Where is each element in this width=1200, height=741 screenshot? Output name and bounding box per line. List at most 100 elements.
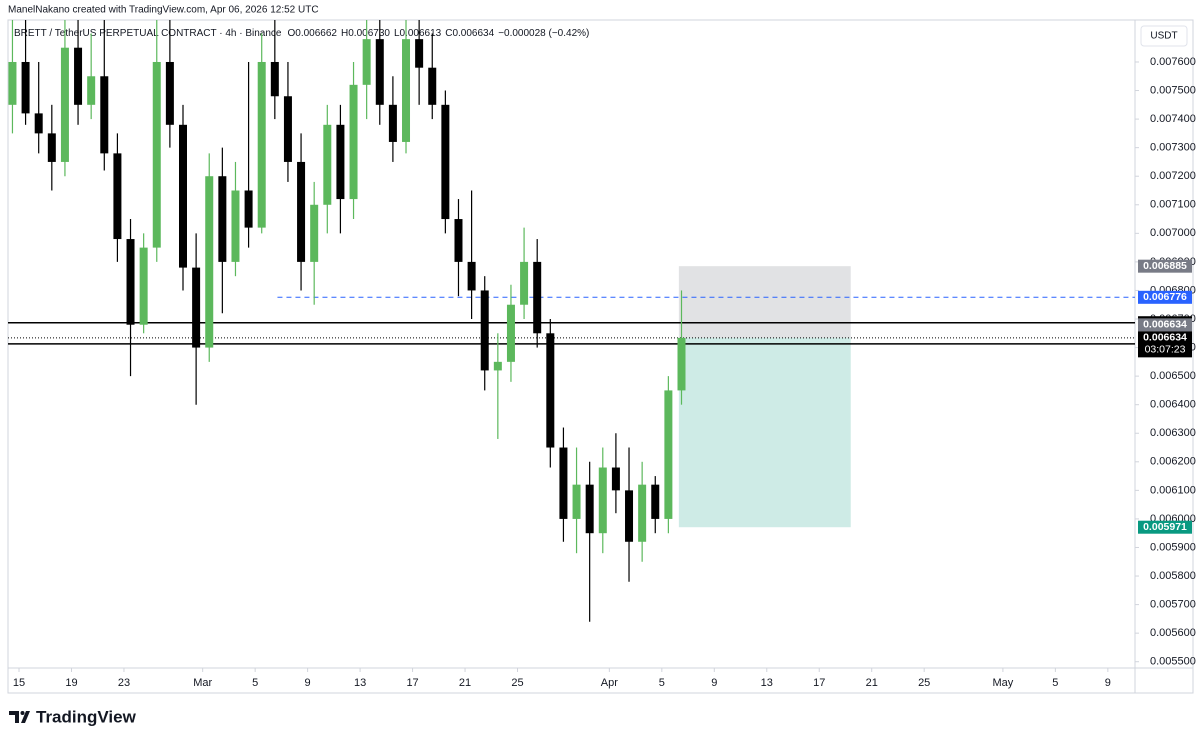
x-tick-label: 19 — [65, 677, 77, 689]
candle-body — [506, 304, 515, 362]
candle-body — [323, 124, 332, 205]
x-tick-label: Apr — [601, 677, 618, 689]
plot-area — [8, 20, 1135, 622]
candle-body — [113, 153, 122, 240]
legend-key: H — [341, 28, 348, 39]
target-price-label-bg — [1138, 520, 1192, 534]
candle-body — [428, 67, 437, 105]
chart-frame — [7, 19, 1194, 694]
candle-body — [231, 190, 240, 262]
y-tick-label: 0.007500 — [1150, 84, 1196, 96]
candle-body — [402, 39, 411, 142]
candle-body — [598, 467, 607, 534]
candle-body — [283, 96, 292, 162]
candle-body — [638, 484, 647, 542]
legend-value: 0.006730 — [348, 28, 390, 39]
candle-body — [625, 490, 634, 542]
y-tick-label: 0.006500 — [1150, 370, 1196, 382]
y-tick-label: 0.006300 — [1150, 427, 1196, 439]
brand-name: TradingView — [36, 707, 137, 726]
y-tick-label: 0.005800 — [1150, 570, 1196, 582]
last-price-label-countdown: 03:07:23 — [1145, 344, 1186, 356]
entry-price-label: 0.006634 — [1143, 319, 1187, 331]
x-tick-label: 21 — [866, 677, 878, 689]
x-tick-label: 9 — [1105, 677, 1111, 689]
y-tick-label: 0.005900 — [1150, 541, 1196, 553]
candle-body — [415, 39, 424, 68]
y-tick-label: 0.007000 — [1150, 227, 1196, 239]
candle-body — [651, 484, 660, 519]
position-risk-zone — [678, 266, 851, 338]
x-tick-label: 5 — [1052, 677, 1058, 689]
candle-body — [21, 61, 30, 114]
candle-body — [388, 104, 397, 142]
legend-value: 0.006613 — [400, 28, 442, 39]
candle-body — [152, 61, 161, 248]
candle-body — [585, 484, 594, 534]
stop-price-label-bg — [1138, 259, 1192, 273]
candle-body — [349, 84, 358, 200]
x-tick-label: May — [993, 677, 1014, 689]
y-tick-label: 0.005700 — [1150, 599, 1196, 611]
x-tick-label: 23 — [118, 677, 130, 689]
x-tick-label: 5 — [252, 677, 258, 689]
candle-body — [297, 161, 306, 262]
last-price-label-bg — [1138, 331, 1192, 358]
candle-body — [520, 261, 529, 305]
legend-key: L — [394, 28, 400, 39]
candle-body — [205, 176, 214, 348]
candle-body — [572, 484, 581, 519]
line-price-label-bg — [1138, 290, 1192, 304]
candle-body — [336, 124, 345, 200]
candle-body — [270, 61, 279, 97]
last-price-label: 0.006634 — [1143, 332, 1187, 344]
candle-body — [34, 113, 43, 134]
legend-key: C — [445, 28, 452, 39]
candle-body — [178, 124, 187, 268]
candle-body — [257, 61, 266, 228]
candle-body — [165, 61, 174, 125]
stop-price-label: 0.006885 — [1143, 260, 1187, 272]
candle-body — [192, 267, 201, 348]
candle-body — [60, 47, 69, 162]
attribution: ManelNakano created with TradingView.com… — [8, 5, 319, 16]
candle-body — [218, 176, 227, 262]
x-tick-label: 17 — [406, 677, 418, 689]
candle-body — [546, 333, 555, 448]
candle-body — [441, 104, 450, 220]
x-tick-label: 5 — [659, 677, 665, 689]
currency-label[interactable]: USDT — [1150, 31, 1177, 42]
legend-value: 0.006634 — [452, 28, 494, 39]
candle-body — [126, 239, 135, 325]
y-tick-label: 0.005500 — [1150, 656, 1196, 668]
candle-body — [139, 247, 148, 325]
candle-body — [454, 219, 463, 262]
candle-body — [611, 467, 620, 491]
line-price-label: 0.006776 — [1143, 291, 1187, 303]
candle-body — [362, 39, 371, 85]
y-tick-label: 0.006100 — [1150, 484, 1196, 496]
symbol-title: BRETT / TetherUS PERPETUAL CONTRACT · 4h… — [14, 28, 282, 39]
candle-body — [8, 61, 17, 105]
candle-body — [467, 261, 476, 291]
candle-body — [74, 47, 83, 105]
legend-change: −0.000028 (−0.42%) — [498, 28, 589, 39]
x-tick-label: 21 — [459, 677, 471, 689]
y-tick-label: 0.006400 — [1150, 399, 1196, 411]
x-tick-label: Mar — [193, 677, 212, 689]
y-tick-label: 0.007200 — [1150, 170, 1196, 182]
x-tick-label: 13 — [354, 677, 366, 689]
candle-body — [244, 190, 253, 228]
candle-body — [559, 447, 568, 519]
x-tick-label: 17 — [813, 677, 825, 689]
brand-logo — [9, 711, 30, 723]
legend-value: 0.006662 — [295, 28, 337, 39]
y-tick-label: 0.007100 — [1150, 199, 1196, 211]
candle-body — [100, 76, 109, 154]
x-tick-label: 25 — [918, 677, 930, 689]
candle-body — [493, 361, 502, 371]
candle-body — [533, 261, 542, 334]
currency-button[interactable] — [1140, 25, 1188, 47]
candle-body — [310, 204, 319, 262]
